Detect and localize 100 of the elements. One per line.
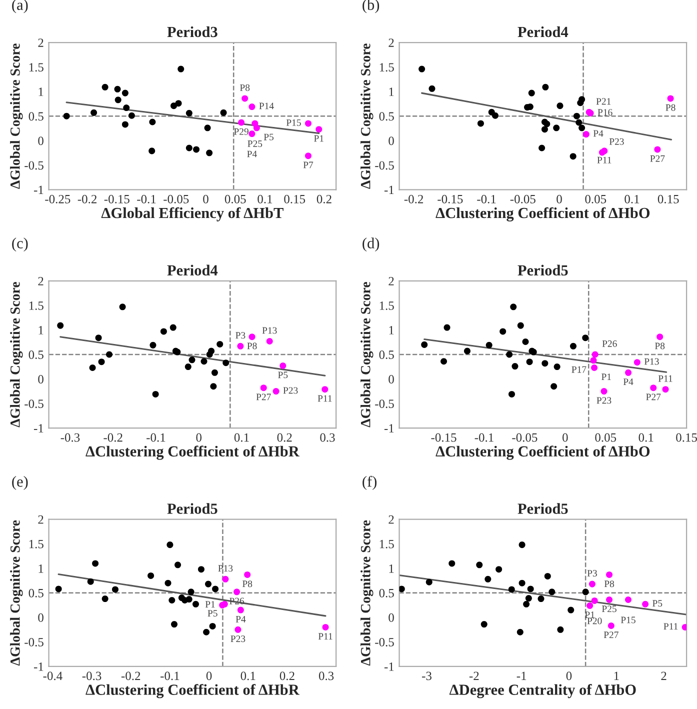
point [578,124,586,132]
y-tick-label: 0 [388,375,394,384]
y-tick-label: 0.5 [379,350,394,360]
point [204,124,211,132]
point [55,586,62,592]
annotation: P11 [318,395,332,402]
point [242,95,248,102]
x-tick-label: 0 [562,433,568,442]
x-axis-title: ΔGlobal Efficiency of ΔHbT [101,207,284,222]
annotation: P11 [664,623,678,630]
point [237,606,244,614]
x-tick-label: -0.1 [146,433,166,442]
y-tick-label: 1 [389,564,394,573]
x-tick-label: -0.15 [104,194,130,204]
point [90,109,98,116]
y-tick-label: 0.5 [379,588,394,598]
x-tick-label: 1 [614,672,619,680]
point [510,304,517,310]
x-axis-title: ΔClustering Coefficient of ΔHbR [86,446,300,460]
point [625,369,632,376]
y-tick-label: 1.5 [29,63,44,72]
point [528,90,535,96]
annotation: P5 [278,372,288,378]
point [556,102,564,110]
point [322,624,329,630]
annotation: P23 [230,636,246,642]
point [523,600,530,608]
point [92,560,99,567]
point [550,383,558,390]
x-tick-label: 0 [566,672,572,680]
point [582,131,590,138]
annotation: P21 [596,98,611,105]
x-tick-label: 0.2 [280,672,294,680]
y-tick-label: 1.5 [380,540,394,548]
y-tick-label: 2 [38,515,44,524]
annotation: P14 [259,102,274,110]
x-tick-label: -2 [469,672,479,680]
point [553,124,560,132]
y-tick-label: 1 [38,564,44,573]
point [150,342,156,348]
y-tick-label: -1 [384,186,394,194]
x-tick-label: -0.3 [82,672,102,680]
y-tick-label: 1.5 [380,302,394,310]
annotation: P23 [596,397,612,404]
chart-title: Period4 [518,26,568,38]
point [260,384,267,392]
point [248,104,256,110]
point [102,84,108,90]
y-axis-title: ΔGlobal Cognitive Score [10,44,23,189]
point [206,150,213,156]
point [606,596,613,604]
point [237,342,244,350]
y-axis-title: ΔGlobal Cognitive Score [10,282,23,428]
point [152,390,159,398]
point [682,624,687,630]
y-tick-label: -1 [34,424,44,432]
annotation: P3 [236,332,246,339]
x-tick-label: 0.2 [277,433,292,442]
y-tick-label: 0 [38,375,44,384]
x-tick-label: -0.2 [121,672,140,680]
y-tick-label: 1 [389,88,394,96]
point [209,622,216,630]
point [210,383,217,390]
annotation: P11 [318,633,332,640]
point [582,588,589,596]
annotation: P20 [587,618,602,624]
point [149,118,156,126]
point [112,586,118,593]
point [576,119,582,126]
x-axis-title: ΔClustering Coefficient of ΔHbO [436,207,650,222]
point [508,390,516,398]
annotation: P27 [646,394,661,400]
point [122,90,128,96]
x-tick-label: -1 [516,672,526,680]
point [464,348,470,354]
point [598,149,606,156]
point [444,324,450,331]
point [492,112,499,119]
chart-title: Period5 [518,503,568,514]
point [234,588,240,596]
point [582,334,589,342]
point [538,596,544,602]
y-tick-label: 1 [38,88,44,96]
point [421,341,428,348]
point [193,146,200,153]
x-tick-label: -0.25 [45,194,70,204]
y-tick-label: 0 [388,613,394,622]
annotation: P1 [205,601,215,608]
point [175,100,182,107]
annotation: P27 [604,632,618,638]
annotation: P1 [602,374,611,380]
y-tick-label: 0 [38,613,44,622]
x-tick-label: 0.05 [224,194,246,204]
point [188,588,194,596]
point [220,109,227,116]
point [198,566,204,573]
annotation: P23 [609,138,624,145]
point [170,621,178,628]
annotation: P25 [602,606,616,612]
annotation: P29 [234,128,248,135]
